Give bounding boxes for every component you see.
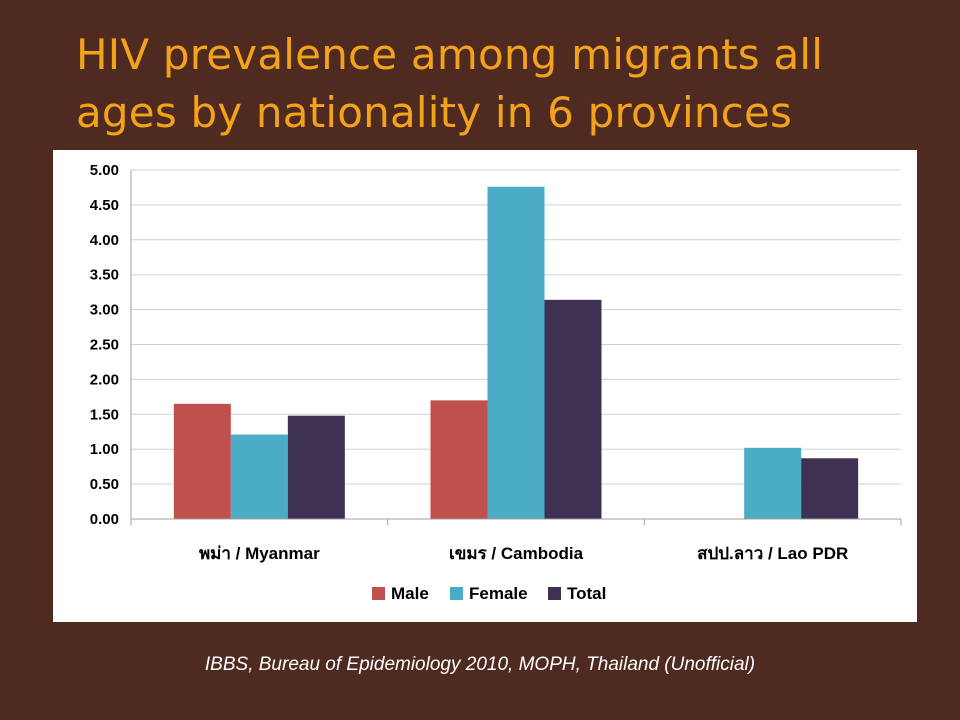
x-category-label: พม่า / Myanmar [199, 544, 320, 563]
legend: Male Female Total [372, 584, 606, 603]
source-note: IBBS, Bureau of Epidemiology 2010, MOPH,… [204, 654, 756, 675]
y-tick-label: 1.00 [90, 441, 119, 458]
y-tick-label: 2.00 [90, 371, 119, 388]
bar-total [544, 299, 602, 519]
bar-female [487, 186, 545, 519]
axis-labels: 0.00 0.50 1.00 1.50 2.00 2.50 3.00 3.50 4.00 4.50… [90, 162, 848, 563]
legend-swatch-total [548, 587, 561, 600]
bar-female [744, 447, 802, 519]
bar-male [173, 403, 231, 519]
y-tick-label: 3.00 [90, 302, 119, 319]
y-tick-label: 3.50 [90, 267, 119, 284]
chart-container: 0.00 0.50 1.00 1.50 2.00 2.50 3.00 3.50 4.00 4.50… [53, 150, 917, 622]
x-category-label: สปป.ลาว / Lao PDR [697, 544, 848, 563]
x-category-label: เขมร / Cambodia [449, 544, 584, 563]
legend-label-male: Male [391, 584, 429, 603]
legend-swatch-female [450, 587, 463, 600]
y-tick-label: 2.50 [90, 337, 119, 354]
axes [130, 170, 902, 525]
bar-female [230, 434, 288, 519]
y-tick-label: 1.50 [90, 406, 119, 423]
y-tick-label: 5.00 [90, 162, 119, 179]
bar-total [287, 415, 345, 519]
bar-total [801, 458, 859, 519]
legend-label-total: Total [567, 584, 606, 603]
y-tick-label: 4.50 [90, 197, 119, 214]
bars [173, 186, 859, 519]
y-tick-label: 0.00 [90, 511, 119, 528]
slide-title: HIV prevalence among migrants all ages b… [76, 30, 824, 137]
y-tick-label: 0.50 [90, 476, 119, 493]
bar-chart: 0.00 0.50 1.00 1.50 2.00 2.50 3.00 3.50 4.00 4.50… [90, 162, 902, 603]
legend-swatch-male [372, 587, 385, 600]
bar-male [430, 400, 488, 519]
y-tick-label: 4.00 [90, 232, 119, 249]
legend-label-female: Female [469, 584, 528, 603]
